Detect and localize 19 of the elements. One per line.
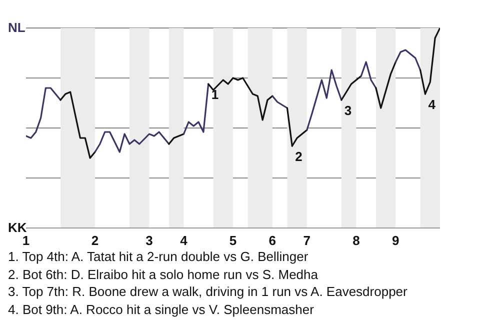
series-label: 3 [344, 103, 352, 118]
text: 1. Top 4th: A. Tatat hit a 2-run double vs G. Bellinger [8, 248, 310, 266]
x-tick-label: 8 [352, 233, 360, 248]
x-tick-label: 5 [229, 233, 237, 248]
x-tick-label: 4 [180, 233, 188, 248]
series-label: 4 [428, 97, 436, 112]
x-tick-label: 3 [146, 233, 153, 248]
x-tick-label: 1 [22, 233, 30, 248]
text: 3. Top 7th: R. Boone drew a walk, driving in 1 run vs A. Eavesdropper [8, 283, 408, 300]
text: 2. Bot 6th: D. Elraibo hit a solo home run vs S. Medha [8, 266, 319, 283]
x-tick-label: 6 [268, 233, 276, 248]
annotation: KK [8, 220, 27, 236]
series-label: 1 [211, 87, 219, 102]
text: 4. Bot 9th: A. Rocco hit a single vs V. Spleensmasher [8, 300, 315, 318]
x-tick-label: 2 [91, 233, 99, 248]
series-label: 2 [295, 149, 302, 164]
x-tick-label: 9 [392, 233, 400, 248]
x-tick-label: 7 [303, 233, 311, 248]
text: NL [8, 20, 26, 36]
